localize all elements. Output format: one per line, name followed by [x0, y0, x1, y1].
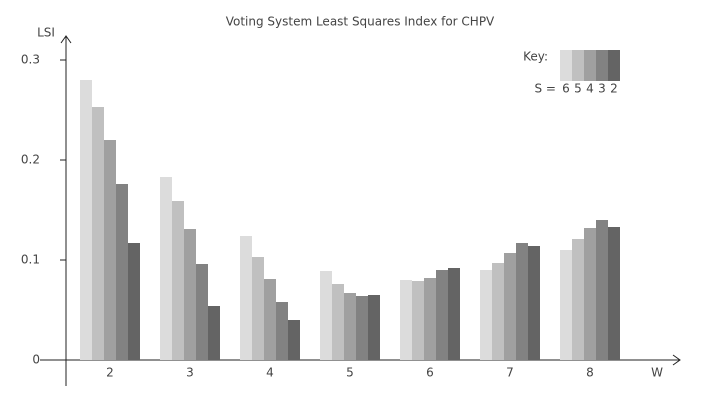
- bar: [80, 80, 92, 360]
- bar: [584, 228, 596, 360]
- y-tick-label: 0: [32, 353, 40, 367]
- bar: [92, 107, 104, 360]
- bar: [240, 236, 252, 360]
- bar: [528, 246, 540, 360]
- legend-label: 4: [586, 82, 594, 96]
- bar: [560, 250, 572, 360]
- x-tick-label: 5: [346, 366, 354, 380]
- bar: [436, 270, 448, 360]
- bar: [276, 302, 288, 360]
- bar: [104, 140, 116, 360]
- legend-label: 6: [562, 82, 570, 96]
- x-tick-label: 6: [426, 366, 434, 380]
- bar: [288, 320, 300, 360]
- bar: [356, 296, 368, 360]
- legend-swatch: [608, 50, 620, 81]
- y-tick-label: 0.3: [21, 53, 40, 67]
- y-axis-label: LSI: [37, 26, 55, 40]
- x-tick-label: 4: [266, 366, 274, 380]
- bar: [116, 184, 128, 360]
- bar: [596, 220, 608, 360]
- bar: [160, 177, 172, 360]
- x-arrow: [672, 354, 681, 366]
- bar: [572, 239, 584, 360]
- legend-label: 5: [574, 82, 582, 96]
- bar: [128, 243, 140, 360]
- x-axis-label: W: [651, 366, 663, 380]
- legend-title: Key:: [523, 50, 548, 64]
- bar: [368, 295, 380, 360]
- bar: [264, 279, 276, 360]
- chart-title: Voting System Least Squares Index for CH…: [226, 15, 495, 29]
- legend-swatch: [572, 50, 584, 81]
- bar: [252, 257, 264, 360]
- bar: [516, 243, 528, 360]
- bar: [332, 284, 344, 360]
- legend-swatch: [584, 50, 596, 81]
- bar: [208, 306, 220, 360]
- bar: [320, 271, 332, 360]
- bar: [400, 280, 412, 360]
- bar: [480, 270, 492, 360]
- y-tick-label: 0.1: [21, 253, 40, 267]
- x-tick-label: 8: [586, 366, 594, 380]
- y-tick-label: 0.2: [21, 153, 40, 167]
- bar: [196, 264, 208, 360]
- legend-swatch: [596, 50, 608, 81]
- bar: [172, 201, 184, 360]
- x-tick-label: 3: [186, 366, 194, 380]
- bar: [492, 263, 504, 360]
- y-arrow: [60, 35, 72, 44]
- bar: [424, 278, 436, 360]
- legend-label: 3: [598, 82, 606, 96]
- bar: [412, 281, 424, 360]
- x-tick-label: 7: [506, 366, 514, 380]
- bar: [504, 253, 516, 360]
- legend-prefix: S =: [535, 82, 557, 96]
- bar: [184, 229, 196, 360]
- bar: [344, 293, 356, 360]
- legend-swatch: [560, 50, 572, 81]
- bar: [608, 227, 620, 360]
- legend-label: 2: [610, 82, 618, 96]
- x-tick-label: 2: [106, 366, 114, 380]
- bar: [448, 268, 460, 360]
